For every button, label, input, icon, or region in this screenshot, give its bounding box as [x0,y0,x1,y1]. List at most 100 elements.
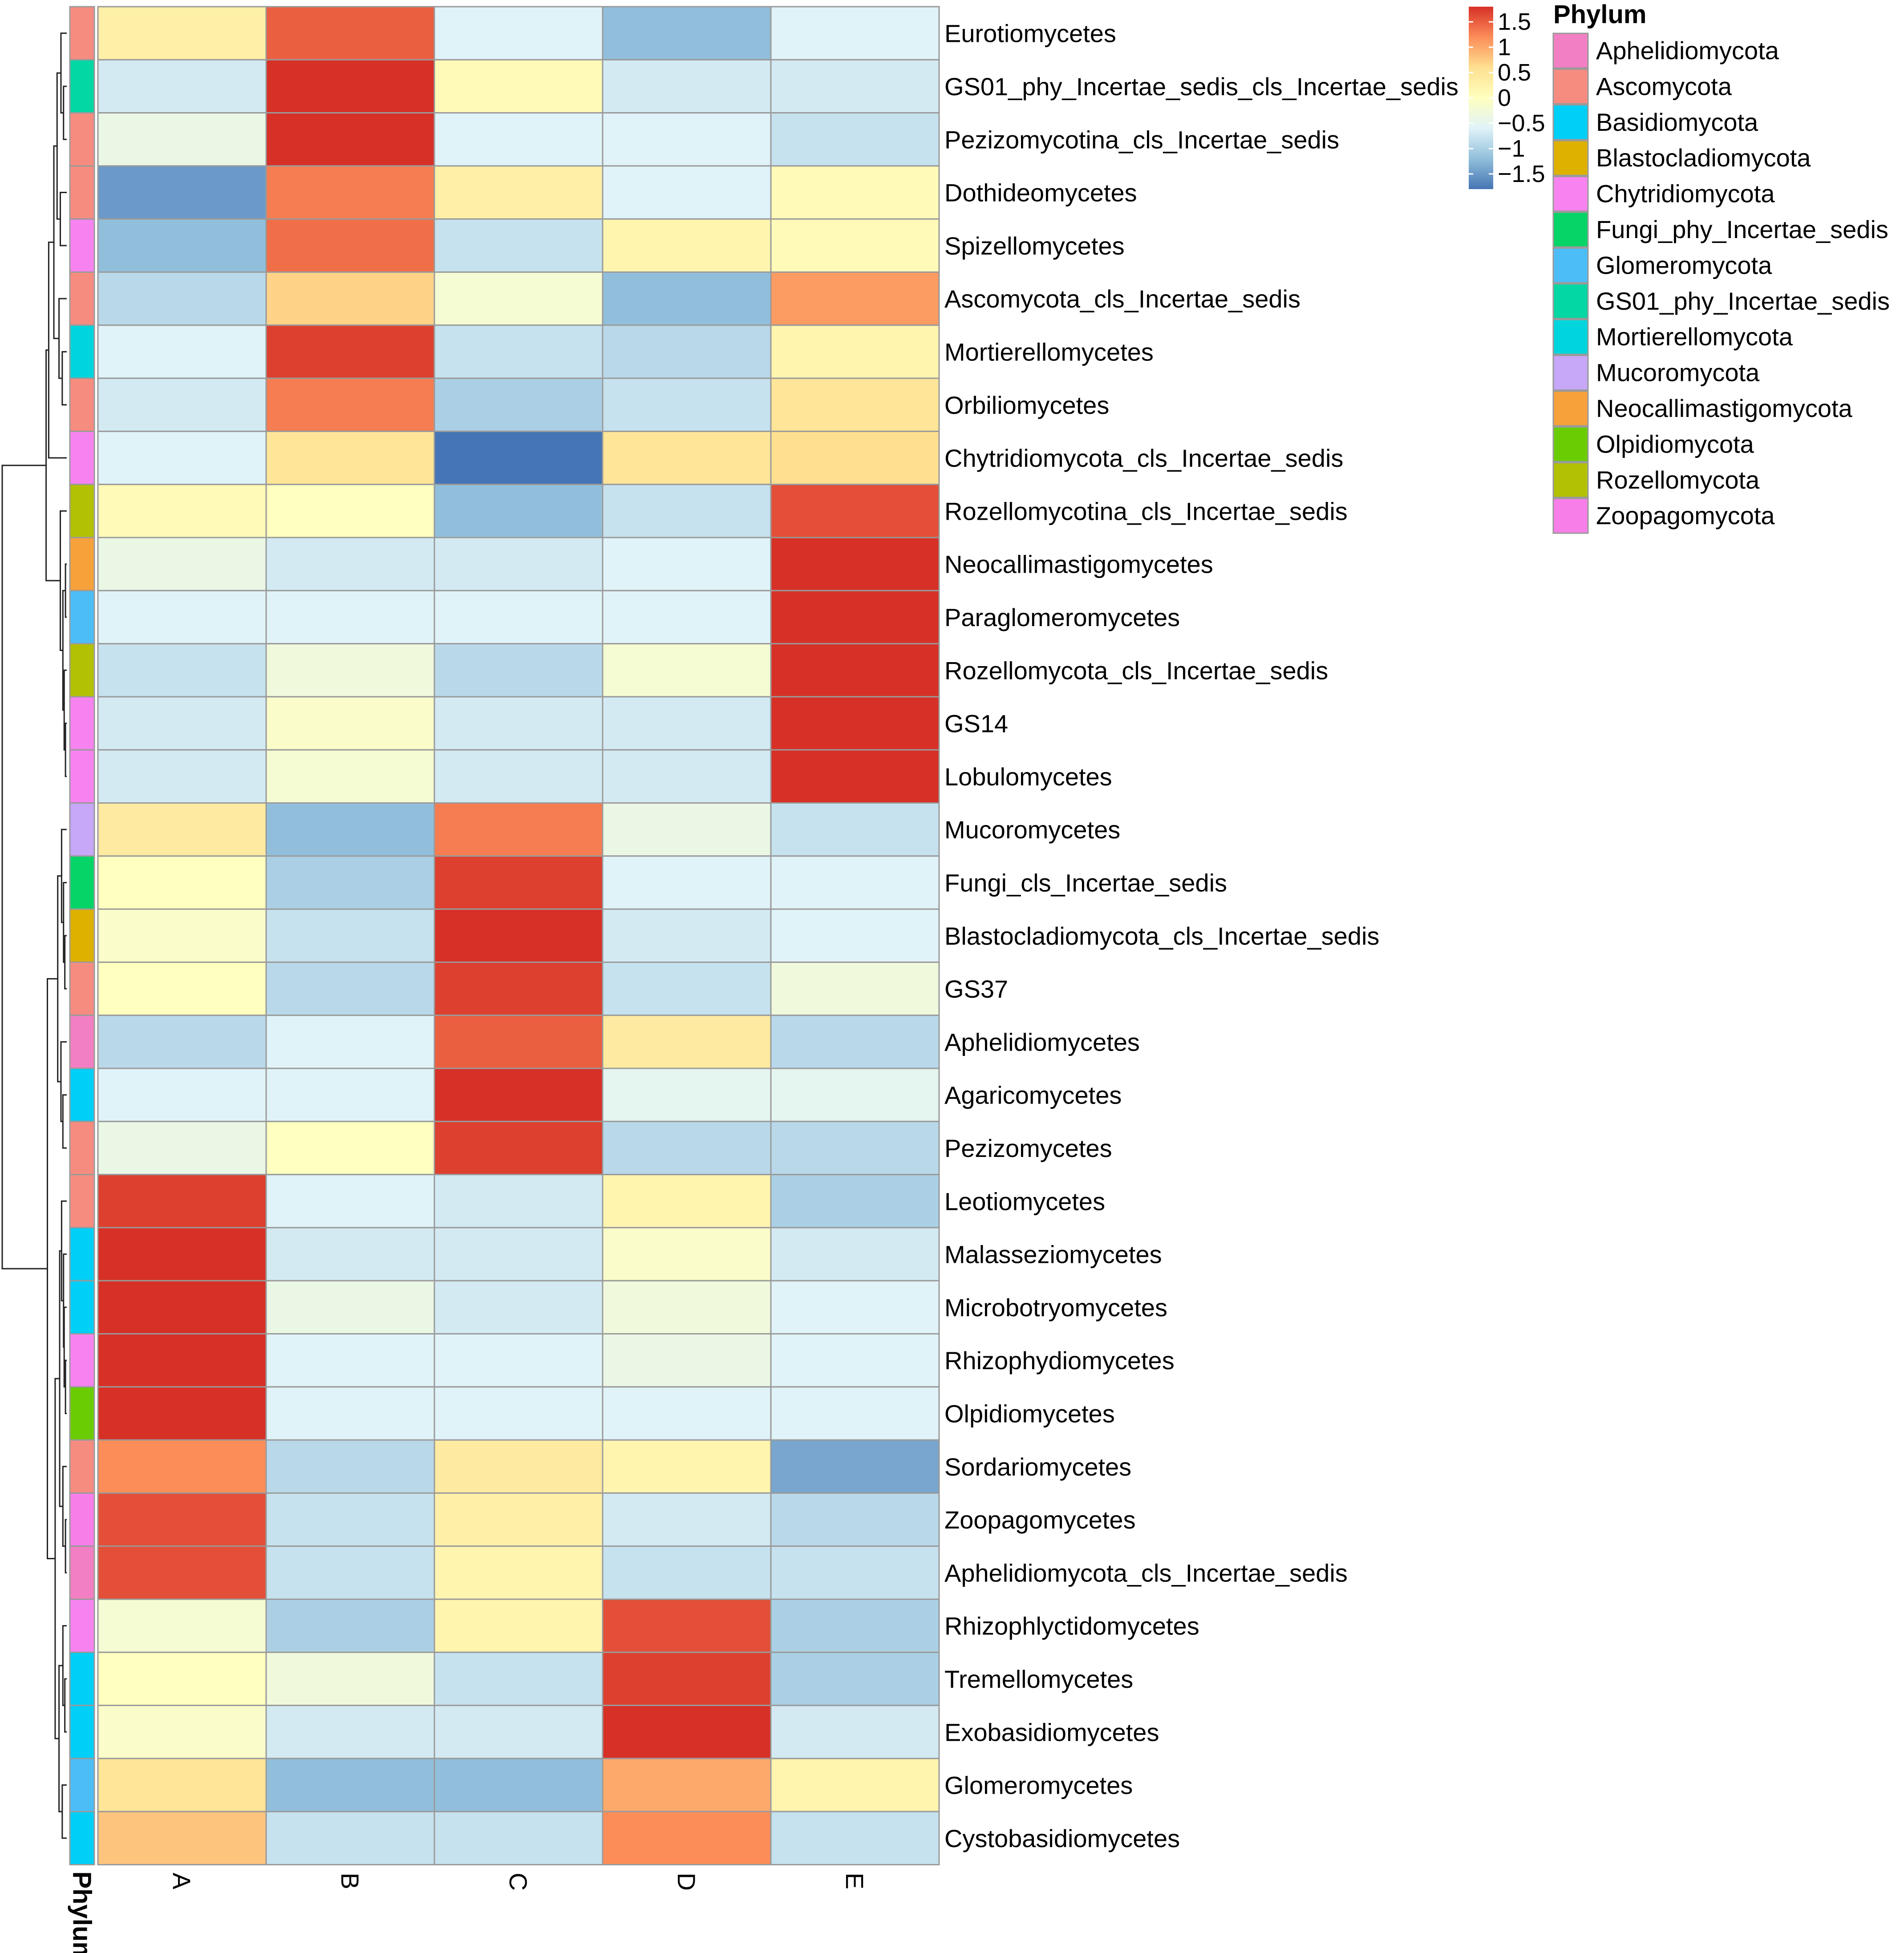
row-label: Chytridiomycota_cls_Incertae_sedis [944,444,1343,472]
heatmap-cell [97,1811,267,1865]
column-label: E [841,1873,869,1889]
legend-swatch [1552,355,1589,391]
heatmap-cell [265,537,435,591]
dendrogram-branch [65,1359,67,1414]
heatmap-cell [97,1758,267,1812]
heatmap-cell [265,271,435,326]
heatmap-cell [770,6,940,61]
row-label: Mortierellomycetes [944,338,1154,366]
heatmap-cell [265,165,435,220]
column-label: C [504,1873,532,1891]
colorbar-tick-label: 0.5 [1498,59,1531,86]
heatmap-cell [602,1705,772,1759]
heatmap-cell [433,802,604,857]
heatmap-cell [97,1280,267,1334]
heatmap-cell [265,1439,435,1494]
heatmap-cell [770,1120,940,1176]
phylum-annotation-cell [69,643,95,698]
phylum-annotation-cell [69,1598,95,1653]
heatmap-cell [97,59,267,114]
row-label: Paraglomeromycetes [944,603,1180,631]
phylum-annotation-cell [69,855,95,910]
phylum-annotation-cell [69,484,95,538]
legend-swatch [1552,283,1589,319]
phylum-annotation-cell [69,1811,95,1865]
heatmap-cell [433,855,604,910]
heatmap-cell [433,112,604,167]
heatmap-cell [770,218,940,273]
row-label: Blastocladiomycota_cls_Incertae_sedis [944,922,1379,950]
heatmap-cell [97,1705,267,1759]
phylum-annotation-cell [69,590,95,645]
phylum-annotation-cell [69,1492,95,1547]
heatmap-cell [433,271,604,326]
row-label: Pezizomycetes [944,1134,1112,1162]
legend-swatch [1552,104,1589,141]
heatmap-cell [433,1174,604,1229]
phylum-annotation-cell [69,1545,95,1600]
heatmap-cell [770,1598,940,1653]
heatmap-cell [97,1015,267,1069]
row-label: GS01_phy_Incertae_sedis_cls_Incertae_sed… [944,73,1458,101]
heatmap-cell [433,1386,604,1441]
heatmap-cell [770,749,940,804]
heatmap-cell [770,377,940,432]
heatmap-cell [433,165,604,220]
heatmap-cell [770,1174,940,1229]
legend-swatch [1552,390,1589,427]
heatmap-cell [433,6,604,61]
heatmap-cell [265,908,435,963]
phylum-annotation-cell [69,908,95,963]
heatmap-cell [770,1067,940,1122]
legend-entry-label: Neocallimastigomycota [1596,394,1853,422]
heatmap-cell [265,696,435,751]
heatmap-cell [97,484,267,538]
heatmap-cell [770,484,940,538]
heatmap-cell [97,643,267,698]
heatmap-cell [433,1705,604,1759]
heatmap-cell [602,1545,772,1600]
heatmap-cells [97,6,940,1865]
legend-swatch [1552,462,1589,498]
row-label: Dothideomycetes [944,179,1137,207]
heatmap-cell [265,112,435,167]
heatmap-cell [265,855,435,910]
heatmap-cell [97,6,267,61]
heatmap-cell [602,1598,772,1653]
heatmap-cell [433,1067,604,1122]
heatmap-cell [433,961,604,1016]
phylum-annotation-cell [69,218,95,273]
heatmap-cell [770,590,940,645]
heatmap-cell [602,165,772,220]
colorbar-tick-label: −0.5 [1498,110,1545,137]
heatmap-cell [265,1492,435,1547]
legend-swatch [1552,319,1589,355]
dendrogram-branch [64,935,67,990]
heatmap-cell [602,537,772,591]
legend-entry-label: Ascomycota [1596,72,1732,100]
heatmap-cell [770,165,940,220]
row-label: Olpidiomycetes [944,1399,1115,1427]
heatmap-cell [433,908,604,963]
heatmap-cell [433,1492,604,1547]
heatmap-cell [770,537,940,591]
heatmap-cell [770,908,940,963]
heatmap-cell [265,1651,435,1706]
colorbar-tick-label: −1 [1498,135,1525,162]
phylum-annotation-cell [69,271,95,326]
heatmap-cell [770,59,940,114]
legend-swatch [1552,211,1589,248]
heatmap-cell [265,1280,435,1334]
row-label: Aphelidiomycota_cls_Incertae_sedis [944,1559,1348,1587]
legend-entry-label: Blastocladiomycota [1596,144,1811,172]
heatmap-cell [770,1015,940,1069]
row-label: Spizellomycetes [944,232,1125,260]
dendrogram-branch [61,351,67,406]
heatmap-cell [97,1067,267,1122]
heatmap-cell [265,749,435,804]
legend-entry-label: Chytridiomycota [1596,180,1775,208]
heatmap-cell [770,1333,940,1388]
heatmap-cell [265,1598,435,1653]
dendrogram-branch [60,1041,67,1122]
heatmap-cell [97,590,267,645]
